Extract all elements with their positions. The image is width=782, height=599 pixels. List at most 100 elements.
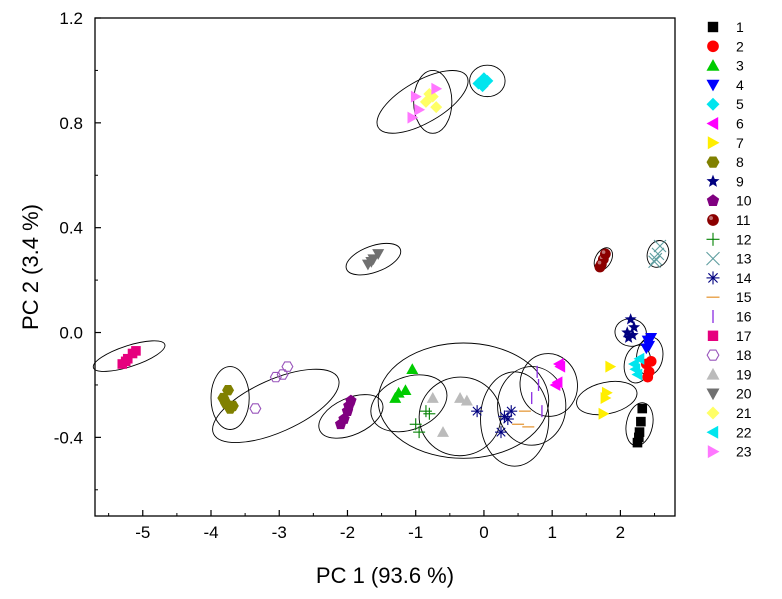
data-point-series-12 (423, 407, 436, 420)
data-point-series-13 (653, 239, 667, 253)
legend-label: 20 (736, 386, 752, 402)
legend-label: 3 (736, 58, 744, 74)
confidence-ellipse (318, 394, 384, 439)
data-point-series-3 (406, 363, 419, 375)
legend-label: 18 (736, 347, 752, 363)
data-point-series-19 (460, 394, 473, 406)
legend-marker (706, 156, 720, 168)
legend-item: 23 (707, 444, 752, 460)
data-point-series-22 (629, 363, 641, 376)
legend-label: 1 (736, 19, 744, 35)
x-tick-label: 1 (547, 523, 556, 542)
x-tick-label: -3 (272, 523, 287, 542)
legend-item: 1 (707, 19, 744, 35)
data-point-series-10 (343, 399, 355, 411)
legend-item: 5 (706, 96, 744, 112)
confidence-ellipse (418, 376, 502, 457)
legend-marker (707, 330, 719, 341)
legend-marker (707, 136, 720, 150)
legend-item: 22 (706, 424, 752, 440)
data-point-series-11 (600, 248, 611, 260)
legend-item: 12 (706, 231, 752, 247)
legend-label: 14 (736, 270, 752, 286)
data-point-series-4 (645, 332, 658, 344)
data-point-series-3 (392, 386, 405, 398)
confidence-ellipse (92, 340, 166, 372)
data-point-series-18 (269, 371, 282, 383)
y-axis-title: PC 2 (3.4 %) (18, 204, 43, 330)
legend-item: 11 (707, 212, 751, 228)
legend-item: 6 (706, 116, 744, 132)
data-point-series-18 (281, 361, 294, 372)
legend-item: 4 (706, 77, 744, 93)
data-point-series-8 (224, 403, 237, 414)
legend-item: 19 (706, 366, 752, 382)
legend-label: 21 (736, 405, 752, 421)
legend-marker (706, 349, 720, 361)
data-point-series-21 (430, 101, 443, 114)
data-point-series-14 (498, 410, 511, 423)
legend-item: 21 (706, 405, 752, 421)
axes: -5 -4 -3 -2 -1 0 1 2 -0.4 0.0 0.4 0.8 1.2 (54, 9, 656, 542)
y-tick-label: 0.8 (59, 114, 83, 133)
data-point-series-14 (501, 413, 514, 426)
legend-item: 2 (707, 38, 744, 54)
legend-marker (707, 445, 720, 459)
data-point-series-2 (642, 371, 654, 383)
y-tick-label: 0.0 (59, 324, 83, 343)
data-point-series-18 (276, 369, 289, 380)
confidence-ellipse (576, 380, 638, 416)
legend-item: 20 (706, 386, 752, 402)
confidence-ellipse (212, 368, 340, 444)
data-point-series-12 (419, 405, 432, 418)
data-point-series-6 (551, 376, 563, 389)
legend-label: 17 (736, 328, 752, 344)
legend-label: 23 (736, 444, 752, 460)
y-tick-label: -0.4 (54, 428, 83, 447)
data-point-series-10 (338, 413, 350, 424)
legend-marker (706, 174, 720, 187)
legend-marker (706, 406, 720, 420)
legend-marker (706, 425, 719, 439)
data-point-series-14 (471, 405, 484, 418)
data-point-series-18 (249, 403, 262, 414)
data-point-series-23 (431, 82, 443, 95)
legend-label: 9 (736, 173, 744, 189)
confidence-ellipse (376, 70, 469, 134)
legend-item: 15 (706, 289, 752, 305)
legend-marker (706, 117, 719, 130)
data-point-series-3 (399, 384, 412, 395)
legend-marker (706, 97, 720, 111)
legend-label: 2 (736, 38, 744, 54)
legend-label: 7 (736, 135, 744, 151)
x-tick-label: -5 (135, 523, 150, 542)
x-tick-label: -1 (408, 523, 423, 542)
legend-item: 3 (706, 58, 744, 74)
data-point-series-9 (624, 313, 637, 325)
legend-label: 4 (736, 77, 744, 93)
confidence-ellipse (497, 366, 567, 446)
data-point-series-19 (437, 426, 449, 437)
x-tick-label: -4 (203, 523, 218, 542)
data-point-series-17 (131, 346, 141, 356)
confidence-ellipses (92, 64, 670, 467)
legend-item: 18 (706, 347, 752, 363)
data-point-series-23 (414, 103, 426, 116)
data-point-series-1 (636, 416, 646, 427)
data-point-series-12 (409, 418, 422, 431)
data-point-series-12 (413, 426, 426, 439)
legend-marker (707, 214, 719, 226)
confidence-ellipse (210, 366, 250, 430)
data-point-series-4 (640, 343, 653, 355)
confidence-ellipse (377, 342, 550, 459)
legend-label: 11 (736, 212, 751, 228)
legend-item: 10 (706, 193, 752, 209)
data-points (117, 72, 667, 448)
data-point-series-5 (476, 80, 489, 93)
data-point-series-14 (495, 426, 507, 439)
data-point-series-6 (554, 360, 566, 373)
data-point-series-19 (454, 392, 467, 403)
legend-label: 13 (736, 251, 752, 267)
